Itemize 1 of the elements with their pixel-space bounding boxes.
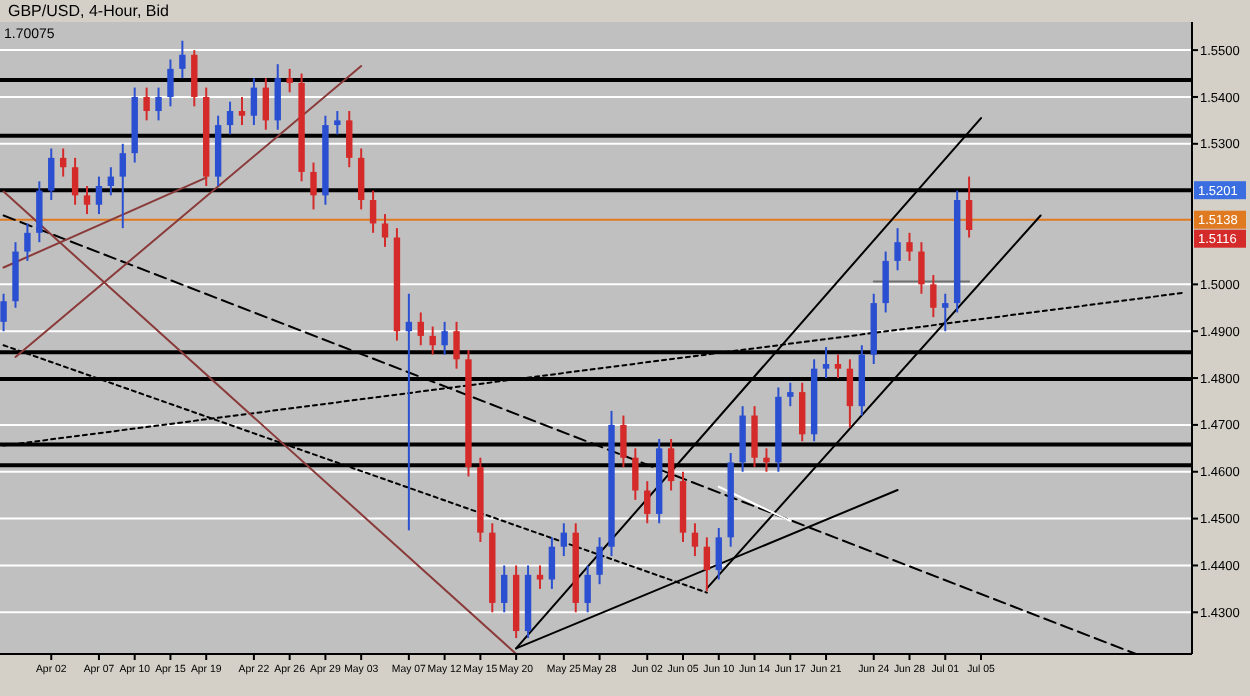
chart-title: GBP/USD, 4-Hour, Bid <box>8 2 169 20</box>
